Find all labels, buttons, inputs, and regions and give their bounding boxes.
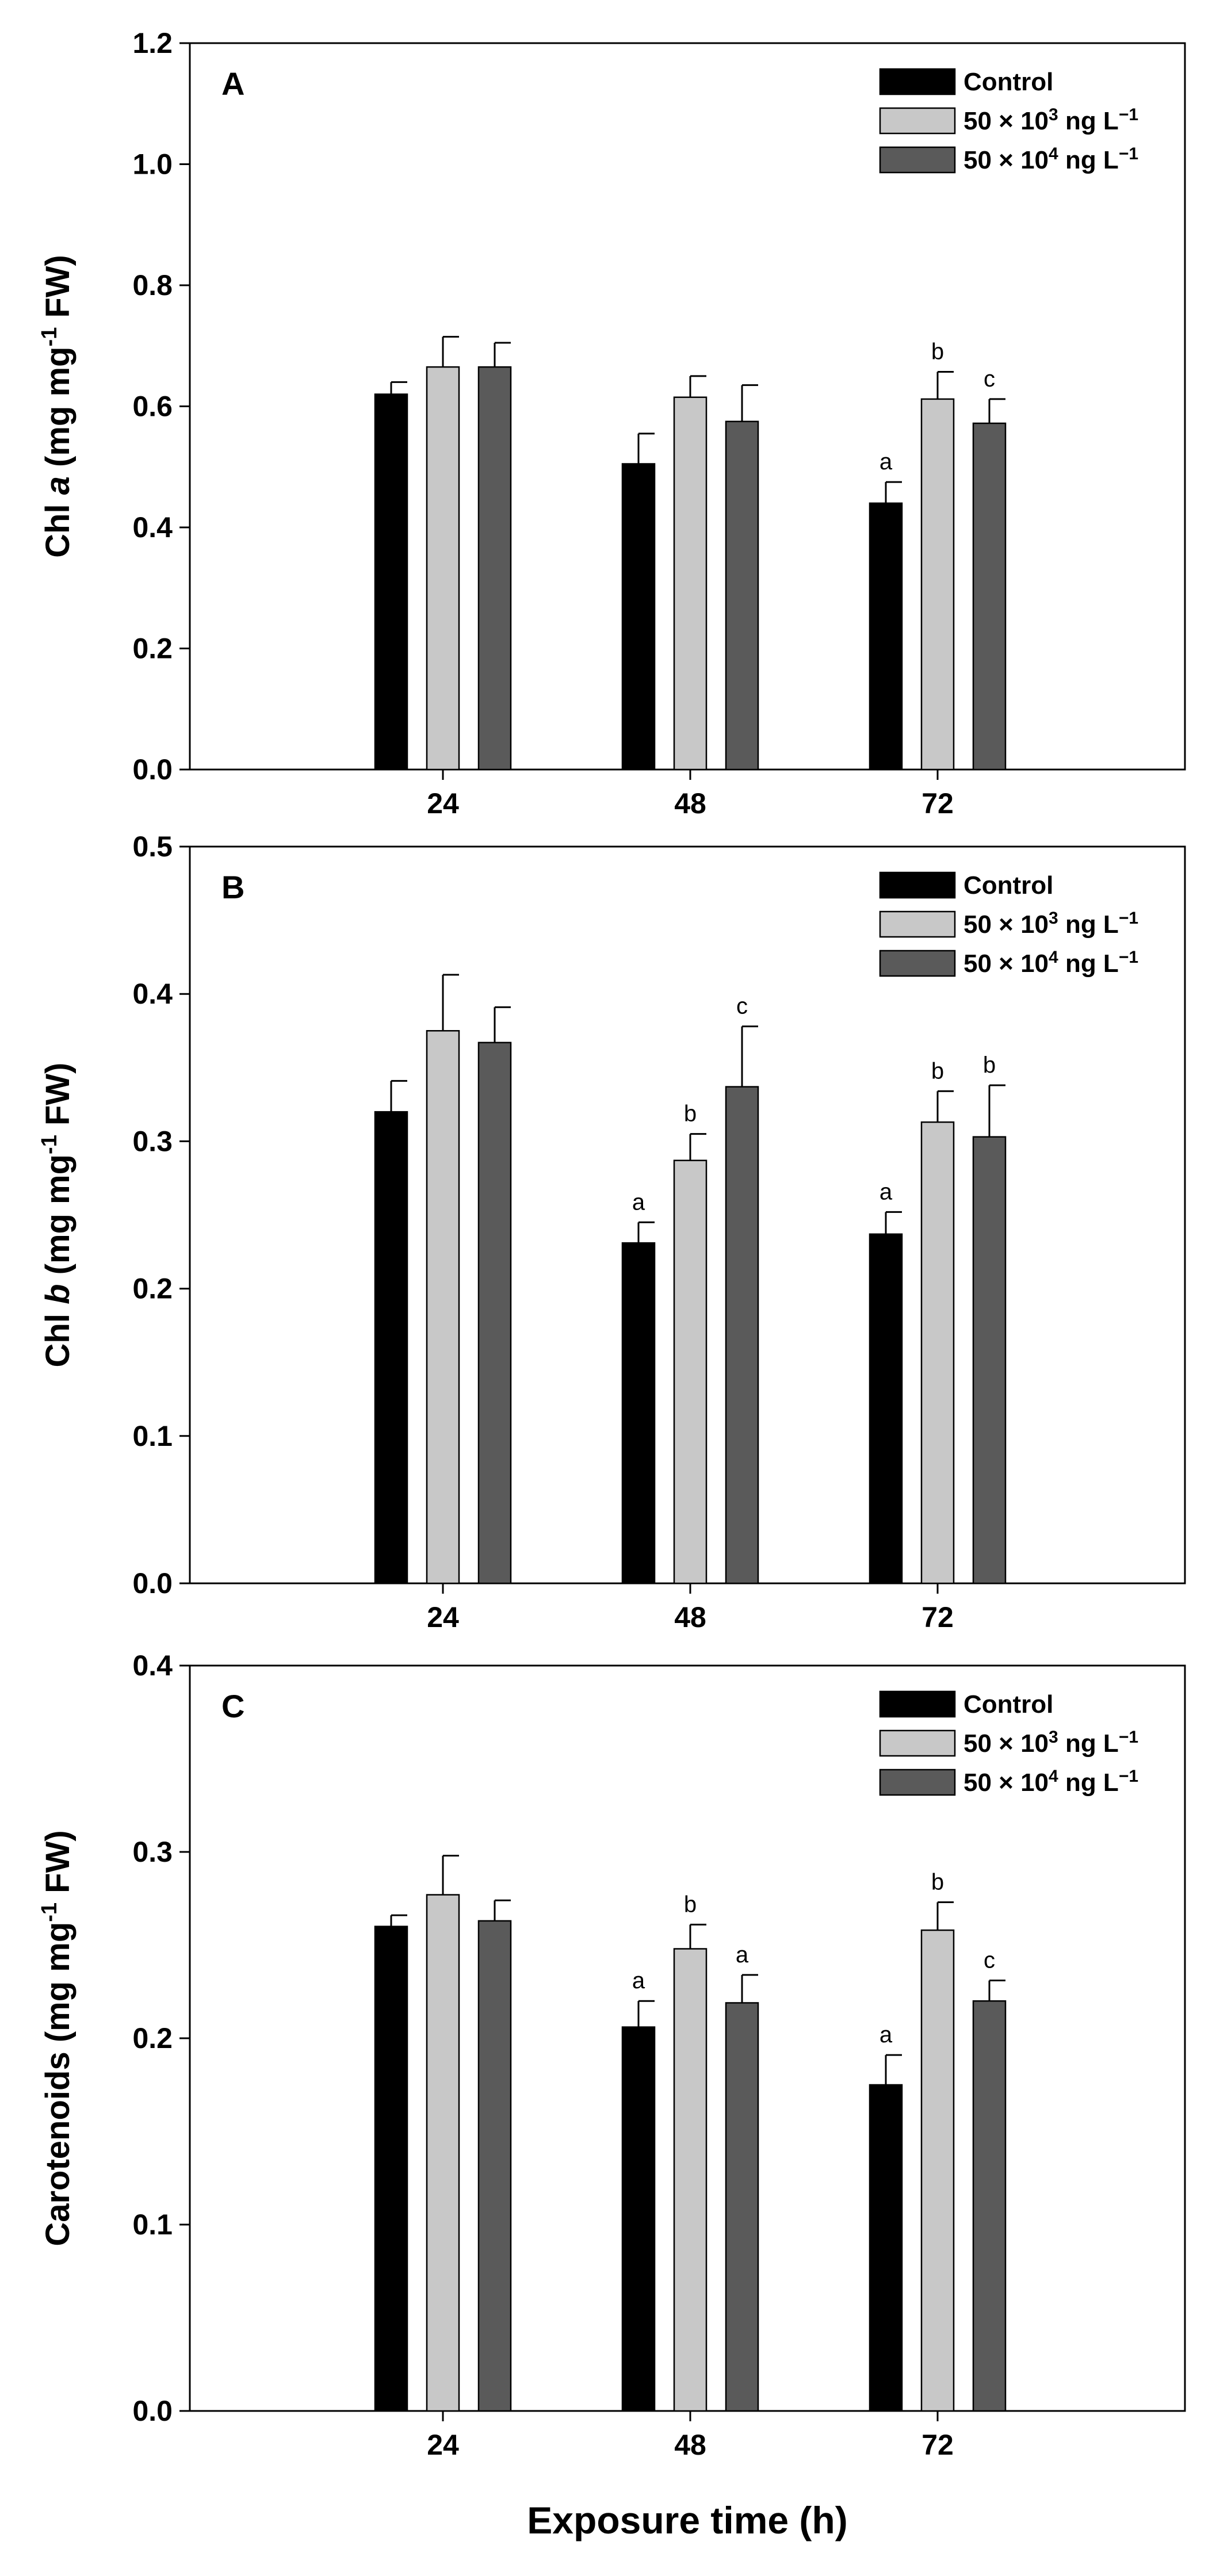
significance-letter: b — [983, 1052, 996, 1078]
bar-high — [972, 1136, 1007, 1584]
legend-label: 50 × 104 ng L−1 — [963, 948, 1138, 978]
bar-low — [673, 1159, 708, 1584]
x-tick-label: 24 — [427, 2429, 459, 2461]
legend-swatch — [879, 950, 956, 977]
significance-letter: a — [880, 1179, 893, 1204]
x-axis-label: Exposure time (h) — [527, 2499, 847, 2541]
y-tick-label: 0.2 — [132, 2022, 173, 2054]
y-tick-label: 0.2 — [132, 1273, 173, 1305]
legend-label: Control — [963, 68, 1053, 96]
bar-high — [725, 2002, 759, 2412]
y-tick-label: 1.2 — [132, 27, 173, 59]
bar-control — [869, 2084, 903, 2412]
chart-panel-a: 0.0 0.2 0.4 0.6 0.8 1.0 1.2 24 48 72 a b c A Control 50… — [37, 27, 1186, 820]
y-tick-label: 0.4 — [132, 1649, 173, 1682]
x-tick-label: 72 — [921, 787, 954, 820]
legend-label: 50 × 103 ng L−1 — [963, 909, 1138, 939]
y-tick-label: 0.4 — [132, 978, 173, 1010]
legend-label: 50 × 104 ng L−1 — [963, 144, 1138, 174]
bar-low — [426, 366, 460, 771]
bar-low — [920, 1121, 955, 1584]
bar-control — [621, 1242, 656, 1584]
significance-letter: a — [880, 449, 893, 474]
y-tick-label: 0.0 — [132, 753, 173, 786]
legend-swatch — [879, 146, 956, 174]
y-tick-label: 1.0 — [132, 148, 173, 181]
significance-letter: c — [984, 366, 995, 392]
bar-high — [725, 1086, 759, 1584]
bar-control — [621, 2026, 656, 2412]
bar-low — [673, 1948, 708, 2412]
bar-control — [869, 502, 903, 771]
legend-swatch — [879, 871, 956, 899]
x-tick-label: 48 — [674, 2429, 706, 2461]
significance-letter: b — [684, 1892, 697, 1917]
bar-control — [374, 1926, 408, 2412]
panel-letter: B — [221, 869, 244, 905]
bar-control — [374, 1111, 408, 1584]
bar-high — [477, 1920, 512, 2412]
y-axis-label: Chl a (mg mg-1 FW) — [37, 255, 77, 558]
bar-high — [972, 422, 1007, 771]
legend-swatch — [879, 1729, 956, 1757]
y-tick-label: 0.5 — [132, 830, 173, 863]
bar-low — [426, 1030, 460, 1584]
bar-high — [725, 420, 759, 771]
y-tick-label: 0.3 — [132, 1125, 173, 1157]
y-tick-label: 0.2 — [132, 633, 173, 665]
y-tick-label: 0.4 — [132, 511, 173, 543]
bar-control — [621, 463, 656, 771]
x-tick-label: 72 — [921, 2429, 954, 2461]
significance-letter: a — [632, 1968, 645, 1993]
legend-label: Control — [963, 1690, 1053, 1718]
chart-panel-b: 0.0 0.1 0.2 0.3 0.4 0.5 24 48 72 a a b b c b B Control 50… — [37, 830, 1186, 1633]
significance-letter: a — [880, 2022, 893, 2047]
x-tick-label: 72 — [921, 1601, 954, 1633]
significance-letter: b — [931, 1058, 944, 1084]
bar-low — [920, 1929, 955, 2412]
legend-swatch — [879, 1769, 956, 1796]
significance-letter: a — [736, 1942, 749, 1968]
y-tick-label: 0.1 — [132, 2208, 173, 2241]
x-tick-label: 48 — [674, 1601, 706, 1633]
panel-letter: C — [221, 1688, 244, 1724]
bar-low — [673, 396, 708, 771]
bar-low — [426, 1894, 460, 2412]
significance-letter: c — [984, 1948, 995, 1973]
significance-letter: a — [632, 1189, 645, 1215]
y-axis-label: Carotenoids (mg mg-1 FW) — [37, 1830, 77, 2246]
significance-letter: b — [684, 1101, 697, 1127]
significance-letter: b — [931, 1869, 944, 1894]
significance-letter: b — [931, 339, 944, 365]
bar-high — [477, 1042, 512, 1584]
x-tick-label: 24 — [427, 787, 459, 820]
y-tick-label: 0.3 — [132, 1836, 173, 1868]
y-tick-label: 0.1 — [132, 1420, 173, 1452]
legend-swatch — [879, 107, 956, 135]
bar-control — [374, 393, 408, 771]
y-tick-label: 0.0 — [132, 2395, 173, 2427]
legend-label: Control — [963, 871, 1053, 900]
y-tick-label: 0.8 — [132, 269, 173, 301]
bar-low — [920, 398, 955, 771]
x-tick-label: 48 — [674, 787, 706, 820]
chart-panel-c: 0.0 0.1 0.2 0.3 0.4 24 48 72 a a b b a c C Control 50 × … — [37, 1649, 1186, 2541]
legend-swatch — [879, 1690, 956, 1718]
y-tick-label: 0.0 — [132, 1567, 173, 1599]
significance-letter: c — [736, 994, 748, 1019]
legend-swatch — [879, 910, 956, 938]
bar-control — [869, 1233, 903, 1584]
bar-high — [477, 366, 512, 771]
legend-label: 50 × 103 ng L−1 — [963, 1728, 1138, 1758]
x-tick-label: 24 — [427, 1601, 459, 1633]
y-axis-label: Chl b (mg mg-1 FW) — [37, 1063, 77, 1368]
y-tick-label: 0.6 — [132, 391, 173, 423]
panel-letter: A — [221, 66, 244, 102]
legend-label: 50 × 104 ng L−1 — [963, 1767, 1138, 1797]
bar-high — [972, 2000, 1007, 2412]
legend-swatch — [879, 68, 956, 95]
legend-label: 50 × 103 ng L−1 — [963, 105, 1138, 135]
